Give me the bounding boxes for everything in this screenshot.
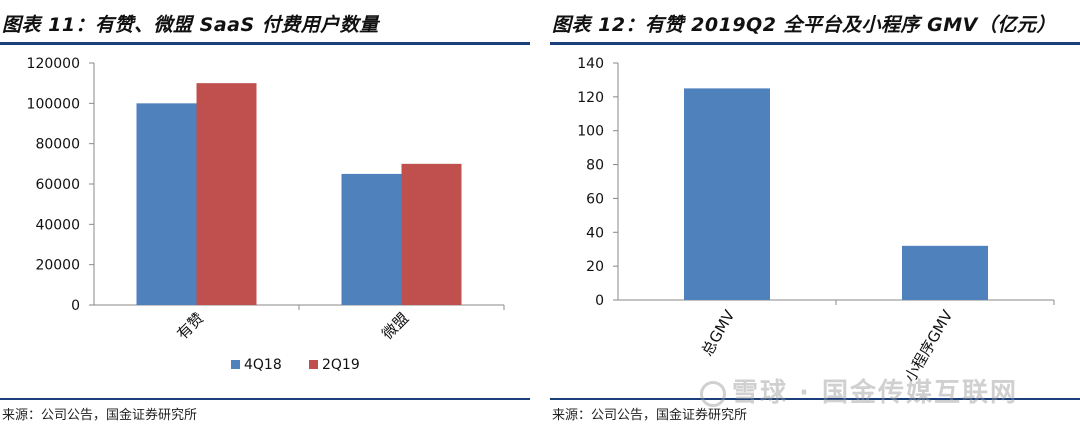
legend-swatch: [309, 360, 318, 369]
legend-label: 4Q18: [244, 357, 282, 373]
y-tick-label: 80000: [35, 137, 80, 153]
y-tick-label: 60: [586, 191, 604, 207]
source-rule: [0, 398, 530, 400]
source-note: 来源：公司公告，国金证券研究所: [552, 408, 748, 423]
chart-panel-gmv: 图表 12：有赞 2019Q2 全平台及小程序 GMV（亿元） 0 20 40 60 8…: [550, 0, 1080, 424]
y-tick-label: 100000: [27, 96, 80, 112]
bar-value: [902, 245, 988, 300]
watermark-text: 雪球 · 国金传媒互联网: [732, 378, 1018, 408]
bar-4q18: [136, 103, 197, 305]
bar-4q18: [341, 173, 402, 305]
bar-value: [684, 88, 770, 300]
legend-label: 2Q19: [322, 357, 360, 373]
chart-panel-user-count: 图表 11：有赞、微盟 SaaS 付费用户数量 0 20000 40000 60000…: [0, 0, 530, 424]
legend-swatch: [231, 360, 240, 369]
title-rule: [0, 42, 530, 45]
y-tick-label: 100: [577, 124, 604, 140]
bar-2q19: [196, 83, 257, 305]
source-note: 来源：公司公告，国金证券研究所: [2, 408, 198, 423]
chart-area: 0 20 40 60 80 100 120 140 总GMV 小程序GMV: [554, 47, 1076, 393]
y-tick-label: 40: [586, 225, 604, 241]
chart-area: 0 20000 40000 60000 80000 100000 120000 有赞 微盟 4Q1…: [4, 47, 526, 393]
x-category-label: 有赞: [173, 309, 207, 343]
y-tick-label: 0: [595, 293, 604, 309]
bar-chart-user-count: 0 20000 40000 60000 80000 100000 120000 有赞 微盟 4Q1…: [27, 56, 505, 373]
source-rule: [550, 398, 1080, 400]
y-tick-label: 120000: [27, 56, 80, 72]
y-tick-label: 60000: [35, 177, 80, 193]
bar-2q19: [401, 163, 462, 305]
y-tick-label: 120: [577, 90, 604, 106]
chart-title: 图表 12：有赞 2019Q2 全平台及小程序 GMV（亿元）: [552, 14, 1056, 36]
y-tick-label: 20000: [35, 258, 80, 274]
y-tick-label: 40000: [35, 217, 80, 233]
title-rule: [550, 42, 1080, 45]
y-tick-label: 140: [577, 56, 604, 72]
x-category-label: 总GMV: [698, 306, 739, 359]
y-tick-label: 80: [586, 158, 604, 174]
watermark: 雪球 · 国金传媒互联网: [700, 372, 1018, 409]
x-category-label: 微盟: [378, 309, 412, 343]
y-tick-label: 0: [71, 298, 80, 314]
snowball-logo-icon: [700, 380, 726, 407]
y-tick-label: 20: [586, 259, 604, 275]
chart-title: 图表 11：有赞、微盟 SaaS 付费用户数量: [2, 14, 379, 36]
